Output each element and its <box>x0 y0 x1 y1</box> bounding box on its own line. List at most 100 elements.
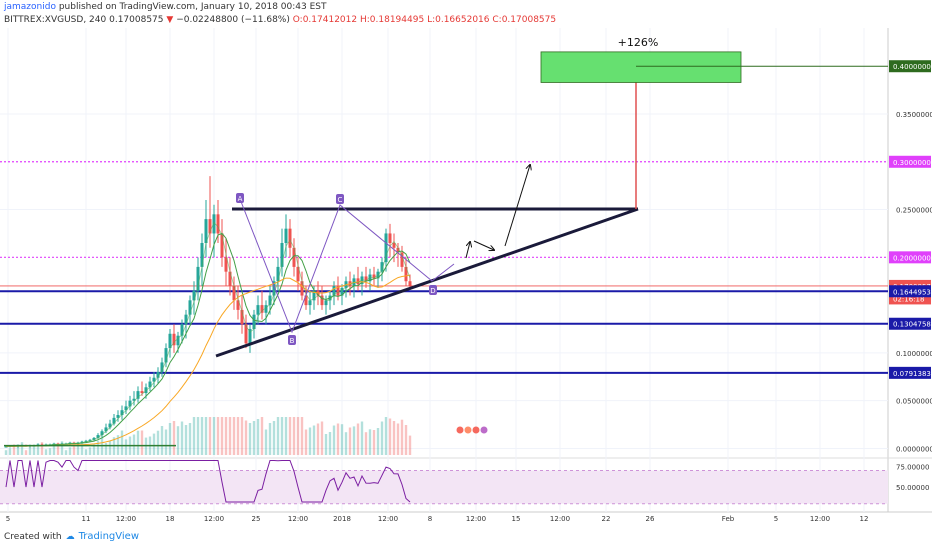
candle-body <box>164 348 168 363</box>
candle-body <box>148 381 152 388</box>
volume-bar <box>328 432 332 455</box>
volume-bar <box>104 443 108 455</box>
volume-bar <box>12 446 16 455</box>
candle-body <box>160 362 164 372</box>
volume-bar <box>408 435 412 455</box>
candle-body <box>200 243 204 267</box>
time-tick: 12:00 <box>466 515 486 523</box>
candle-body <box>280 243 284 267</box>
candle-body <box>120 410 124 415</box>
candle-body <box>296 266 300 282</box>
rsi-band <box>0 470 888 504</box>
time-tick: 5 <box>774 515 778 523</box>
candle-body <box>192 290 196 301</box>
candle-body <box>208 219 212 234</box>
time-tick: 22 <box>602 515 611 523</box>
triangle-support-line <box>215 207 639 358</box>
time-tick: 15 <box>512 515 521 523</box>
volume-bar <box>84 449 88 455</box>
price-label-text: 0.20000000 <box>893 254 932 262</box>
ma-short-line <box>5 232 411 447</box>
volume-bar <box>312 425 316 455</box>
candle-body <box>212 214 216 234</box>
candle-body <box>248 329 252 344</box>
price-label-box <box>889 155 931 168</box>
candle-body <box>168 333 172 349</box>
volume-bar <box>196 417 200 455</box>
candle-body <box>264 305 268 313</box>
rsi-pane <box>0 460 888 505</box>
candle-body <box>308 300 312 306</box>
candle-body <box>128 400 132 407</box>
volume-bar <box>356 423 360 455</box>
event-icon <box>480 426 488 434</box>
volume-bar <box>264 429 268 455</box>
volume-bar <box>44 449 48 455</box>
volume-bar <box>404 425 408 455</box>
candle-body <box>256 305 260 315</box>
volume-bar <box>316 423 320 455</box>
volume-bar <box>88 447 92 455</box>
candle-body <box>240 309 244 325</box>
volume-bar <box>72 446 76 455</box>
candle-body <box>92 437 96 440</box>
candle-body <box>312 290 316 301</box>
volume-bar <box>308 427 312 455</box>
volume-bar <box>200 417 204 455</box>
pattern-label-c: C <box>338 196 343 204</box>
volume-bar <box>392 421 396 455</box>
candle-body <box>116 415 120 418</box>
volume-bar <box>180 421 184 455</box>
candle-body <box>332 286 336 296</box>
candle-body <box>244 324 248 344</box>
price-label-box <box>889 366 931 379</box>
volume-bar <box>336 423 340 455</box>
candle-body <box>172 333 176 346</box>
pattern-point-c <box>336 194 344 204</box>
candle-body <box>140 391 144 394</box>
price-label-box <box>889 60 931 73</box>
volume-bar <box>248 423 252 455</box>
volume-bar <box>156 430 160 455</box>
author-name[interactable]: jamazonido <box>4 2 56 12</box>
main-pane[interactable] <box>0 28 888 458</box>
candle-body <box>180 324 184 336</box>
volume-bar <box>360 421 364 455</box>
volume-bar <box>216 417 220 455</box>
candle-body <box>196 266 200 291</box>
candle-body <box>272 281 276 296</box>
arrow-breakout <box>504 165 530 247</box>
rsi-tick: 50.00000 <box>896 484 929 492</box>
volume-bar <box>28 447 32 455</box>
volume-bar <box>364 432 368 455</box>
candle-body <box>336 286 340 296</box>
price-change: −0.02248800 (−11.68%) <box>176 15 290 25</box>
time-tick: 18 <box>166 515 175 523</box>
candle-body <box>340 287 344 296</box>
price-label-text: 02:16:18 <box>893 295 924 303</box>
time-tick: 12:00 <box>550 515 570 523</box>
pattern-point-d <box>429 285 437 295</box>
volume-bar <box>240 417 244 455</box>
volume-bar <box>212 417 216 455</box>
candle-body <box>224 257 228 272</box>
candle-body <box>124 406 128 411</box>
tradingview-brand[interactable]: TradingView <box>78 531 139 542</box>
volume-bar <box>232 417 236 455</box>
created-with-text: Created with <box>4 531 62 542</box>
volume-bar <box>304 429 308 455</box>
volume-bar <box>192 417 196 455</box>
price-label-text: 0.30000000 <box>893 159 932 167</box>
volume-bar <box>296 417 300 455</box>
time-tick: 5 <box>6 515 10 523</box>
candle-body <box>108 423 112 428</box>
volume-bar <box>176 426 180 455</box>
time-axis[interactable]: 5 11 12:00 18 12:00 25 12:00 2018 12:00 8 12:00 15 1… <box>6 515 869 523</box>
down-arrow-icon: ▼ <box>166 15 174 25</box>
abcd-pattern-line <box>239 198 455 334</box>
high-value: H:0.18194495 <box>359 15 425 25</box>
price-label-box <box>889 285 931 298</box>
candle-body <box>136 391 140 399</box>
